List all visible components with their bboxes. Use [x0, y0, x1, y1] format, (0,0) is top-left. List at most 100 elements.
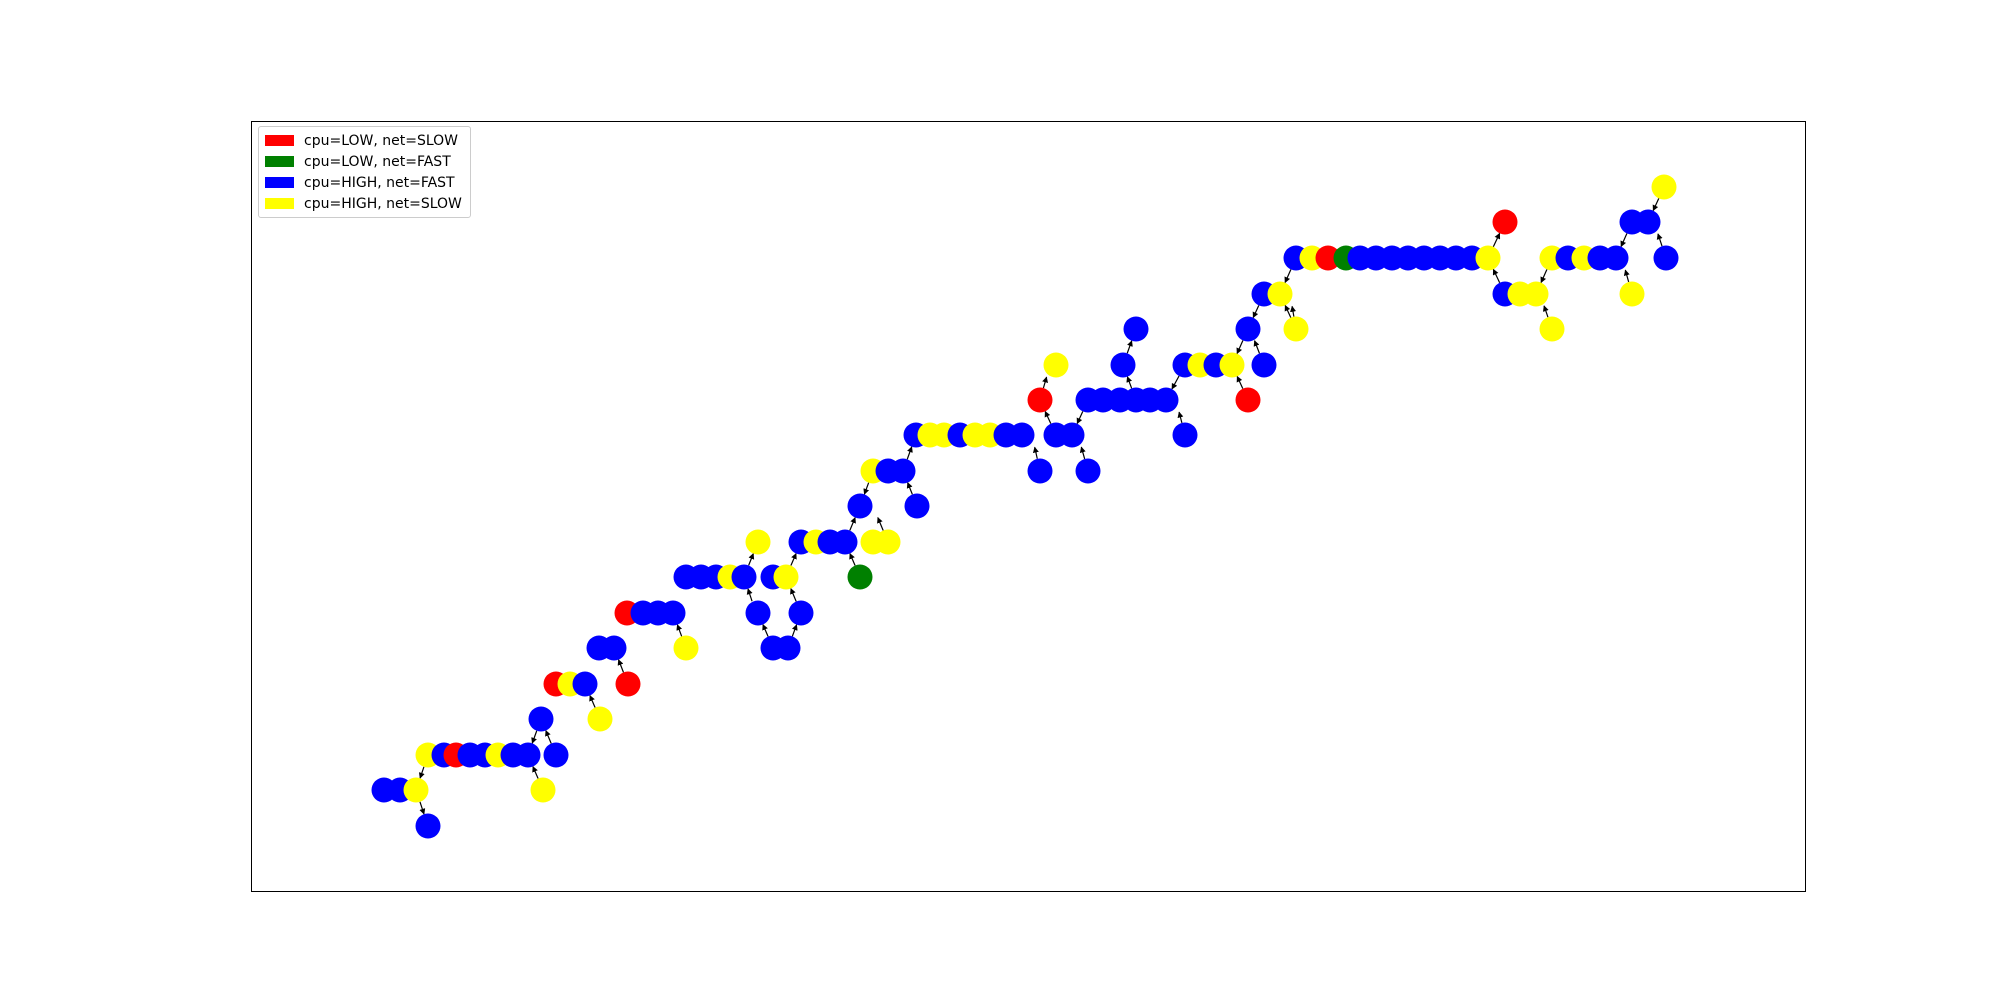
graph-node	[1315, 245, 1341, 271]
edge-arrow	[1126, 340, 1133, 354]
graph-node	[543, 742, 569, 768]
edge-arrow	[1236, 375, 1244, 389]
graph-node	[745, 529, 771, 555]
edge-arrow	[1623, 269, 1630, 283]
legend-entry: cpu=LOW, net=FAST	[265, 151, 462, 172]
graph-node	[515, 742, 541, 768]
graph-node	[1027, 387, 1053, 413]
legend-swatch	[265, 156, 294, 167]
graph-node	[847, 564, 873, 590]
edge-arrow	[1542, 305, 1549, 318]
edge-arrow	[790, 552, 797, 566]
graph-node	[890, 458, 916, 484]
edge-arrow	[849, 552, 856, 566]
graph-node	[1251, 352, 1277, 378]
graph-node	[1153, 387, 1179, 413]
graph-node	[572, 671, 598, 697]
edge-arrow	[746, 588, 753, 602]
graph-node	[745, 600, 771, 626]
edge-arrow	[1290, 305, 1296, 317]
graph-node	[673, 635, 699, 661]
legend-label: cpu=LOW, net=FAST	[304, 153, 451, 170]
edge-arrow	[1042, 376, 1048, 389]
graph-node	[1075, 458, 1101, 484]
edge-arrow	[1652, 198, 1660, 212]
graph-node	[615, 671, 641, 697]
graph-node	[1235, 316, 1261, 342]
legend-entry: cpu=HIGH, net=FAST	[265, 172, 462, 193]
graph-node	[1619, 281, 1645, 307]
edge-arrow	[418, 766, 425, 779]
graph-node	[788, 600, 814, 626]
graph-node	[601, 635, 627, 661]
graph-node	[731, 564, 757, 590]
edge-arrow	[1079, 446, 1086, 460]
graph-node	[1027, 458, 1053, 484]
edge-arrow	[589, 694, 596, 708]
graph-node	[415, 813, 441, 839]
legend-swatch	[265, 135, 294, 146]
graph-node	[1653, 245, 1679, 271]
edge-arrow	[532, 765, 539, 779]
edge-arrow	[617, 659, 625, 673]
edge-arrow	[906, 482, 913, 495]
edge-arrow	[1284, 304, 1292, 318]
graph-node	[660, 600, 686, 626]
graph-node	[1651, 174, 1677, 200]
graph-node	[875, 529, 901, 555]
graph-node	[1523, 281, 1549, 307]
edge-arrow	[1236, 340, 1244, 355]
edge-arrow	[1620, 233, 1628, 248]
graph-node	[832, 529, 858, 555]
edge-arrow	[676, 624, 683, 637]
graph-node	[587, 706, 613, 732]
edge-arrow	[1253, 340, 1261, 354]
legend-label: cpu=HIGH, net=SLOW	[304, 195, 462, 212]
legend-swatch	[265, 198, 294, 209]
edge-arrow	[748, 553, 755, 566]
legend-entry: cpu=HIGH, net=SLOW	[265, 193, 462, 214]
edge-arrow	[1252, 305, 1260, 319]
edge-arrow	[1076, 411, 1084, 425]
plot-area	[251, 121, 1806, 892]
graph-node	[1123, 316, 1149, 342]
edge-arrow	[1171, 375, 1180, 390]
edge-arrow	[1656, 233, 1663, 247]
edge-arrow	[419, 801, 426, 815]
edge-arrow	[1126, 376, 1133, 389]
edge-arrow	[877, 516, 884, 531]
graph-node	[1603, 245, 1629, 271]
nodes	[371, 174, 1679, 839]
edge-arrow	[790, 587, 797, 602]
graph-node	[773, 564, 799, 590]
edge-arrow	[1540, 269, 1548, 284]
edge-arrow	[791, 624, 798, 637]
edge-arrow	[906, 446, 913, 460]
graph-node	[530, 777, 556, 803]
graph-node	[775, 635, 801, 661]
legend-label: cpu=HIGH, net=FAST	[304, 174, 455, 191]
graph-node	[1009, 422, 1035, 448]
legend: cpu=LOW, net=SLOW cpu=LOW, net=FAST cpu=…	[258, 126, 471, 218]
graph-node	[1235, 387, 1261, 413]
graph-node	[1267, 281, 1293, 307]
edge-arrow	[863, 482, 870, 495]
graph-node	[1110, 352, 1136, 378]
graph-node	[1219, 352, 1245, 378]
graph-node	[1539, 316, 1565, 342]
legend-label: cpu=LOW, net=SLOW	[304, 132, 459, 149]
edge-arrow	[531, 730, 538, 744]
graph-node	[1635, 209, 1661, 235]
edge-arrow	[1492, 268, 1501, 283]
edge-arrow	[762, 623, 769, 637]
graph-node	[1283, 316, 1309, 342]
graph-node	[904, 493, 930, 519]
edge-arrow	[1177, 411, 1184, 424]
graph-node	[528, 706, 554, 732]
edge-arrow	[1032, 446, 1039, 459]
legend-entry: cpu=LOW, net=SLOW	[265, 130, 462, 151]
edge-arrow	[1492, 232, 1501, 247]
legend-swatch	[265, 177, 294, 188]
graph-node	[1475, 245, 1501, 271]
